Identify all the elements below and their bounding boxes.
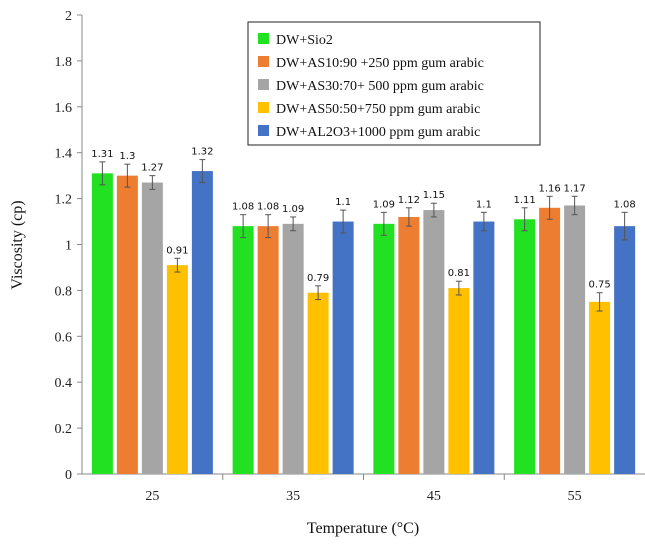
legend-swatch [258,102,269,113]
data-label: 1.09 [373,199,395,210]
x-tick-label: 55 [568,489,582,504]
y-tick-label: 0.2 [55,422,73,437]
y-tick-label: 1.8 [55,55,73,70]
data-label: 1.1 [335,197,351,208]
legend-swatch [258,33,269,44]
data-label: 0.79 [307,273,329,284]
y-tick-label: 1.2 [55,193,73,208]
bar [116,175,138,474]
y-tick-label: 1.6 [55,101,73,116]
data-label: 1.08 [613,199,635,210]
y-tick-label: 1.4 [55,147,73,162]
bar [423,210,445,474]
data-labels: 1.31 1.31.270.911.321.08 1.08 1.090.791.1 1.… [91,147,636,291]
bar [589,301,611,474]
data-label: 1.08 [232,202,254,213]
data-label: 0.75 [588,280,610,291]
data-label: 1.11 [513,195,535,206]
x-tick-label: 35 [286,489,300,504]
data-label: 1.17 [563,183,585,194]
legend-entry: DW+AS10:90 +250 ppm gum arabic [276,56,484,71]
bar [332,221,354,474]
legend-swatch [258,79,269,90]
bar [91,173,113,475]
data-label: 1.32 [191,147,213,158]
data-label: 1.15 [423,190,445,201]
bar [166,265,188,474]
data-label: 0.81 [448,268,470,279]
data-label: 0.91 [166,245,188,256]
x-axis-title: Temperature (°C) [307,520,419,537]
data-label: 1.3 [119,151,135,162]
bar [398,216,420,474]
bar [282,223,304,474]
data-label: 1.16 [538,183,560,194]
legend-swatch [258,125,269,136]
bar [191,171,213,474]
x-tick-label: 45 [427,489,441,504]
bar [539,207,561,474]
bar [373,223,395,474]
y-tick-label: 0 [65,468,72,483]
data-label: 1.09 [282,204,304,215]
bar [307,292,329,474]
legend-box [247,21,541,146]
x-tick-label: 25 [145,489,159,504]
y-axis-title: Viscosity (cp) [9,200,26,289]
bar [564,205,586,475]
legend-swatch [258,56,269,67]
legend-entry: DW+AS50:50+750 ppm gum arabic [276,102,480,117]
y-axis: 0 0.2 0.4 0.6 0.8 1 1.2 1.4 1.6 1.8 2 [55,9,83,483]
y-tick-label: 0.4 [55,376,73,391]
data-label: 1.12 [398,195,420,206]
bar [448,288,470,474]
y-tick-label: 2 [65,9,72,24]
y-tick-label: 0.8 [55,284,73,299]
data-label: 1.1 [476,199,492,210]
bars [91,171,636,475]
error-bars [99,159,628,312]
bar [514,219,536,474]
bar [257,226,279,474]
bar [473,221,495,474]
legend-entry: DW+AL2O3+1000 ppm gum arabic [276,125,480,140]
y-tick-label: 1 [65,239,72,254]
legend-entry: DW+AS30:70+ 500 ppm gum arabic [276,79,484,94]
x-axis: 25 35 45 55 [82,473,645,504]
data-label: 1.31 [91,149,113,160]
data-label: 1.27 [141,163,163,174]
bar [232,226,254,474]
data-label: 1.08 [257,202,279,213]
bar [141,182,163,474]
legend-entry: DW+Sio2 [276,33,333,48]
bar [614,226,636,474]
y-tick-label: 0.6 [55,330,73,345]
legend: DW+Sio2 DW+AS10:90 +250 ppm gum arabic DW+… [247,21,541,146]
